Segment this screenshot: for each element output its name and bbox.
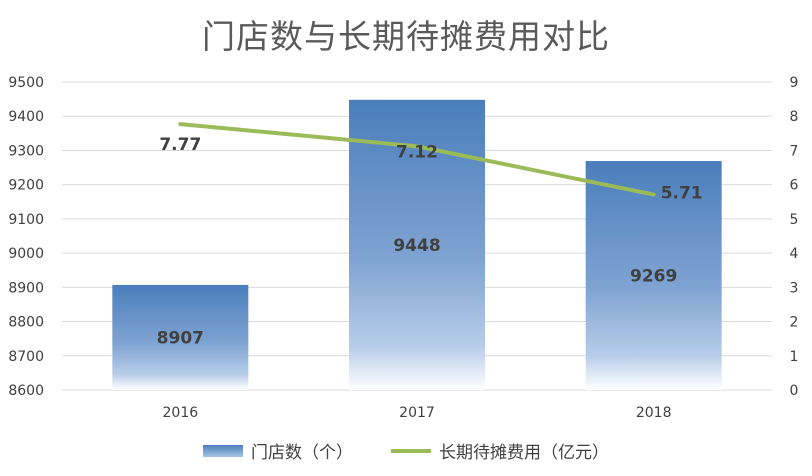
y-left-tick-label: 9500 (8, 75, 44, 91)
bar-data-label: 9448 (393, 236, 440, 256)
legend-label-stores: 门店数（个） (251, 443, 353, 463)
y-right-tick-label: 0 (790, 383, 799, 399)
y-right-tick-label: 2 (790, 315, 799, 331)
y-left-tick-label: 9300 (8, 143, 44, 159)
legend-item-stores: 门店数（个） (203, 438, 353, 463)
chart-legend: 门店数（个） 长期待摊费用（亿元） (0, 438, 812, 463)
bar-data-label: 8907 (157, 328, 204, 348)
y-left-tick-label: 9200 (8, 178, 44, 194)
y-right-tick-label: 3 (790, 280, 799, 296)
y-right-tick-label: 4 (790, 246, 799, 262)
y-left-tick-label: 9000 (8, 246, 44, 262)
y-right-tick-label: 8 (790, 109, 799, 125)
line-series-expense (178, 122, 656, 197)
bar (585, 161, 722, 390)
y-left-tick-label: 9400 (8, 109, 44, 125)
y-left-tick-label: 8600 (8, 383, 44, 399)
y-right-tick-label: 1 (790, 349, 799, 365)
bar-data-label: 9269 (630, 267, 677, 287)
y-left-tick-label: 9100 (8, 212, 44, 228)
legend-swatch-bar (203, 444, 243, 457)
y-left-tick-label: 8700 (8, 349, 44, 365)
y-right-tick-label: 5 (790, 212, 799, 228)
y-right-tick-label: 7 (790, 143, 799, 159)
line-data-label: 7.12 (396, 142, 438, 162)
bar (112, 284, 249, 390)
y-left-tick-label: 8800 (8, 315, 44, 331)
x-tick-label: 2018 (636, 405, 672, 421)
x-tick-label: 2017 (399, 405, 435, 421)
line-data-label: 7.77 (159, 135, 201, 155)
legend-item-expense: 长期待摊费用（亿元） (391, 438, 609, 463)
legend-swatch-line (391, 448, 431, 453)
chart-title: 门店数与长期待摊费用对比 (202, 17, 610, 56)
y-right-tick-label: 6 (790, 178, 799, 194)
y-left-tick-label: 8900 (8, 280, 44, 296)
line-data-label: 5.71 (661, 184, 703, 204)
legend-label-expense: 长期待摊费用（亿元） (439, 443, 609, 463)
y-right-tick-label: 9 (790, 75, 799, 91)
x-tick-label: 2016 (163, 405, 199, 421)
